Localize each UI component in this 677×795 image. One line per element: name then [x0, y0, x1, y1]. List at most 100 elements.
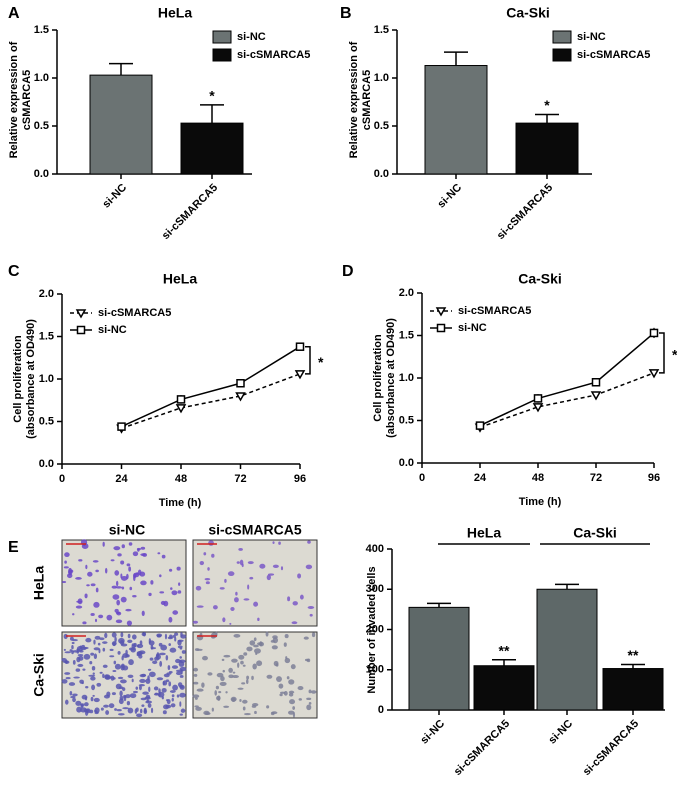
- x-tick-label: 48: [175, 473, 187, 485]
- cell: [114, 708, 117, 711]
- cell: [122, 687, 126, 692]
- cell: [235, 591, 238, 596]
- cell: [114, 663, 121, 670]
- cell: [70, 695, 76, 699]
- cell: [179, 713, 183, 716]
- x-tick-label: si-cSMARCA5: [160, 182, 220, 242]
- cell: [65, 676, 71, 680]
- cell: [243, 598, 250, 601]
- cell: [278, 683, 284, 689]
- cell: [208, 540, 214, 546]
- cell: [193, 673, 198, 677]
- cell: [171, 694, 175, 698]
- cell: [228, 674, 234, 679]
- y-tick-label: 0.0: [399, 457, 414, 469]
- cell: [166, 672, 172, 675]
- cell: [308, 689, 312, 694]
- y-tick-label: 0.0: [374, 168, 389, 180]
- marker: [294, 370, 306, 380]
- cell: [175, 671, 182, 676]
- cell: [61, 679, 68, 684]
- cell: [230, 696, 237, 702]
- cell: [174, 636, 177, 642]
- cell: [140, 553, 146, 556]
- x-tick-label: 24: [115, 473, 128, 485]
- cell: [117, 676, 124, 680]
- cell: [180, 708, 186, 713]
- cell: [287, 596, 291, 602]
- x-axis-label: Time (h): [519, 496, 562, 508]
- cell: [90, 583, 96, 587]
- y-tick-label: 300: [366, 583, 384, 595]
- micrograph-bg: [61, 539, 187, 627]
- cell: [121, 655, 124, 661]
- cell: [276, 676, 282, 682]
- cell: [266, 574, 271, 581]
- cell: [143, 709, 148, 715]
- cell: [111, 632, 117, 638]
- y-axis-label: cSMARCA5: [361, 70, 373, 131]
- cell: [243, 652, 248, 656]
- y-axis-label: Number of invaded cells: [366, 566, 378, 693]
- y-tick-label: 0.5: [34, 120, 49, 132]
- x-tick-label: si-NC: [100, 182, 129, 211]
- image-column-label: si-cSMARCA5: [208, 522, 302, 538]
- cell: [279, 693, 283, 697]
- cell: [159, 574, 162, 578]
- cell: [272, 541, 275, 544]
- cell: [154, 656, 160, 661]
- y-axis-label: cSMARCA5: [21, 70, 33, 131]
- cell: [115, 619, 123, 624]
- cell: [165, 699, 169, 702]
- x-tick-label: si-NC: [418, 718, 447, 747]
- x-tick-label: 72: [590, 472, 602, 484]
- cell: [108, 703, 115, 709]
- cell: [76, 650, 80, 654]
- cell: [179, 659, 182, 663]
- cell: [75, 577, 82, 580]
- cell: [256, 660, 263, 667]
- cell: [170, 703, 176, 708]
- cell: [114, 570, 120, 576]
- y-axis-label: (absorbance at OD490): [25, 319, 37, 439]
- cell: [168, 643, 171, 647]
- cell: [232, 671, 236, 674]
- cell: [169, 647, 177, 653]
- cell: [90, 652, 95, 656]
- cell: [237, 687, 244, 690]
- cell: [161, 696, 164, 700]
- cell: [136, 713, 143, 718]
- cell: [305, 564, 313, 570]
- cell: [214, 690, 218, 696]
- cell: [304, 658, 309, 662]
- cell: [72, 697, 76, 703]
- cell: [169, 690, 176, 693]
- cell: [75, 700, 82, 706]
- cell: [63, 566, 69, 569]
- cell: [137, 569, 142, 576]
- cell: [285, 656, 288, 660]
- micrograph: [192, 539, 318, 627]
- y-tick-label: 1.0: [39, 373, 54, 385]
- y-tick-label: 0: [378, 704, 384, 716]
- panel-letter: D: [342, 263, 354, 280]
- cell: [110, 675, 115, 681]
- bar: [180, 122, 244, 175]
- cell: [111, 585, 117, 589]
- cell: [303, 636, 309, 640]
- cell: [195, 706, 202, 711]
- x-tick-label: 96: [294, 473, 306, 485]
- cell: [115, 611, 121, 615]
- cell: [280, 691, 286, 694]
- cell: [88, 674, 96, 677]
- cell: [238, 654, 245, 660]
- cell: [82, 621, 87, 625]
- cell: [64, 651, 72, 654]
- cell: [131, 643, 136, 647]
- cell: [126, 700, 131, 706]
- cell: [92, 672, 95, 675]
- cell: [90, 676, 96, 681]
- cell: [161, 687, 167, 693]
- cell: [130, 646, 136, 653]
- cell: [109, 655, 115, 658]
